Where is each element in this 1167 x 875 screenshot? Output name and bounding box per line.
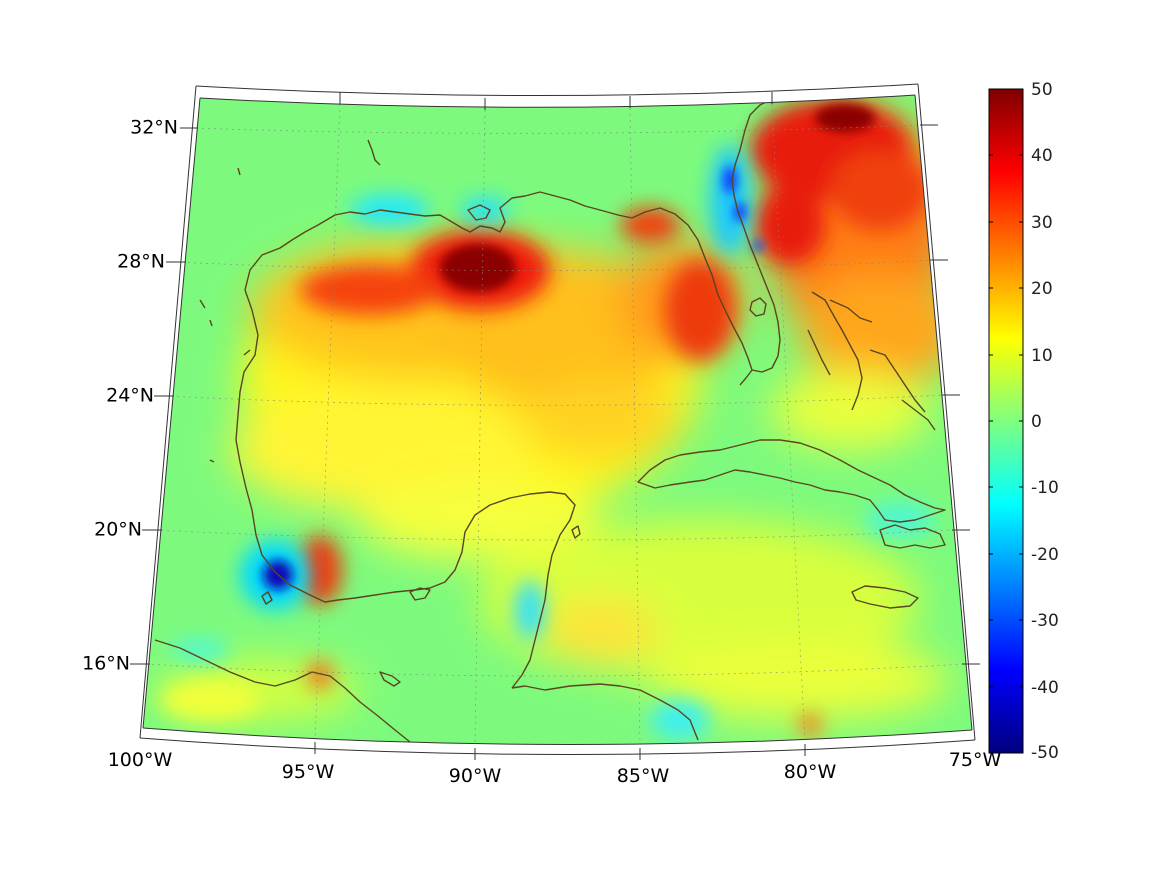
colorbar-tick-minus-40: -40 [1031,678,1059,698]
lat-label-24n: 24°N [106,385,154,407]
colorbar-gradient [988,88,1024,754]
colorbar-tick-minus-30: -30 [1031,611,1059,631]
colorbar-tick-20: 20 [1031,279,1053,299]
lon-label-90w: 90°W [449,765,502,787]
latitude-labels: 32°N 28°N 24°N 20°N 16°N [82,117,178,675]
longitude-labels: 100°W 95°W 90°W 85°W 80°W 75°W [108,749,1002,787]
colorbar-tick-minus-10: -10 [1031,478,1059,498]
map-frame [139,83,976,756]
lat-label-28n: 28°N [117,251,165,273]
colorbar-tick-minus-50: -50 [1031,743,1059,763]
lat-label-20n: 20°N [94,519,142,541]
colorbar-tick-40: 40 [1031,146,1053,166]
lat-label-16n: 16°N [82,653,130,675]
graticule [145,103,965,745]
lon-label-85w: 85°W [617,765,670,787]
lon-label-100w: 100°W [108,749,173,771]
lon-label-80w: 80°W [784,761,837,783]
colorbar-tick-10: 10 [1031,346,1053,366]
data-field [143,95,972,745]
colorbar-tick-0: 0 [1031,412,1042,432]
coastlines [154,99,946,743]
colorbar-tick-30: 30 [1031,213,1053,233]
lat-label-32n: 32°N [130,117,178,139]
colorbar-tick-minus-20: -20 [1031,545,1059,565]
colorbar: 50 40 30 20 10 0 -10 -20 -30 -40 -50 [988,80,1059,763]
lon-label-75w: 75°W [949,749,1002,771]
tick-marks [130,92,980,760]
colorbar-tick-50: 50 [1031,80,1053,100]
lon-label-95w: 95°W [282,761,335,783]
